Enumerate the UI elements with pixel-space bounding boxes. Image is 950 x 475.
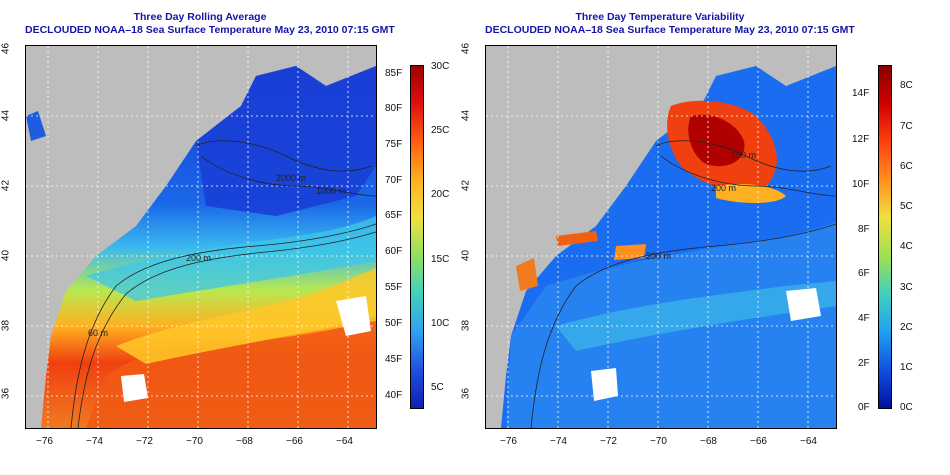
cbar-label-c: 5C (900, 201, 913, 212)
xtick: −66 (286, 436, 303, 447)
contour-label: 200 m (186, 253, 211, 263)
ytick: 38 (0, 319, 12, 332)
cbar-label-f: 70F (385, 175, 403, 186)
xtick: −72 (600, 436, 617, 447)
xtick: −66 (750, 436, 767, 447)
cbar-label-c: 8C (900, 80, 913, 91)
cbar-label-c: 10C (431, 318, 450, 329)
cbar-label-f: 6F (858, 268, 870, 279)
right-title-line1: Three Day Temperature Variability (575, 11, 745, 23)
graticule (486, 46, 836, 428)
xtick: −64 (800, 436, 817, 447)
xtick: −74 (86, 436, 103, 447)
cbar-label-f: 85F (385, 68, 403, 79)
cbar-label-c: 7C (900, 121, 913, 132)
xtick: −74 (550, 436, 567, 447)
cbar-label-c: 20C (431, 189, 450, 200)
cbar-label-f: 45F (385, 354, 403, 365)
cbar-label-f: 40F (385, 390, 403, 401)
ytick: 44 (0, 109, 12, 122)
xtick: −70 (186, 436, 203, 447)
cbar-label-f: 50F (385, 318, 403, 329)
ytick: 44 (460, 109, 472, 122)
cbar-label-c: 15C (431, 254, 450, 265)
cbar-label-f: 2F (858, 358, 870, 369)
cbar-label-c: 6C (900, 161, 913, 172)
cbar-label-f: 65F (385, 210, 403, 221)
xtick: −68 (700, 436, 717, 447)
contour-label: 100 m (731, 150, 756, 160)
bathymetry-contours (530, 140, 836, 428)
ytick: 38 (460, 319, 472, 332)
cbar-label-f: 75F (385, 139, 403, 150)
contour-label: 200 m (646, 251, 671, 261)
left-title-line2: DECLOUDED NOAA–18 Sea Surface Temperatur… (25, 24, 395, 36)
cbar-label-f: 55F (385, 282, 403, 293)
cbar-label-f: 14F (852, 88, 870, 99)
ytick: 46 (0, 42, 12, 55)
contour-label: 2000 m (276, 173, 306, 183)
xtick: −64 (336, 436, 353, 447)
cbar-label-f: 80F (385, 103, 403, 114)
ytick: 36 (460, 387, 472, 400)
contour-label: 60 m (88, 328, 108, 338)
cbar-label-c: 4C (900, 241, 913, 252)
contour-label: 1000 m (316, 186, 346, 196)
cbar-label-c: 2C (900, 322, 913, 333)
cbar-label-f: 60F (385, 246, 403, 257)
ytick: 42 (0, 179, 12, 192)
cbar-label-c: 30C (431, 61, 450, 72)
graticule (26, 46, 376, 428)
cbar-label-c: 0C (900, 402, 913, 413)
right-title-line2: DECLOUDED NOAA–18 Sea Surface Temperatur… (485, 24, 855, 36)
right-variability-map: 100 m 200 m 200 m (485, 45, 837, 429)
cbar-label-c: 25C (431, 125, 450, 136)
cbar-label-f: 4F (858, 313, 870, 324)
contour-label: 200 m (711, 183, 736, 193)
left-sst-map: 2000 m 1000 m 200 m 60 m (25, 45, 377, 429)
ytick: 46 (460, 42, 472, 55)
cbar-label-c: 1C (900, 362, 913, 373)
xtick: −76 (36, 436, 53, 447)
ytick: 40 (460, 249, 472, 262)
cbar-label-c: 3C (900, 282, 913, 293)
left-colorbar (410, 65, 424, 409)
cbar-label-f: 8F (858, 224, 870, 235)
bathymetry-contours (70, 140, 376, 428)
right-colorbar (878, 65, 892, 409)
cbar-label-f: 0F (858, 402, 870, 413)
ytick: 42 (460, 179, 472, 192)
ytick: 40 (0, 249, 12, 262)
xtick: −68 (236, 436, 253, 447)
left-title-line1: Three Day Rolling Average (133, 11, 267, 23)
xtick: −72 (136, 436, 153, 447)
xtick: −76 (500, 436, 517, 447)
ytick: 36 (0, 387, 12, 400)
cbar-label-f: 12F (852, 134, 870, 145)
xtick: −70 (650, 436, 667, 447)
cbar-label-c: 5C (431, 382, 444, 393)
cbar-label-f: 10F (852, 179, 870, 190)
